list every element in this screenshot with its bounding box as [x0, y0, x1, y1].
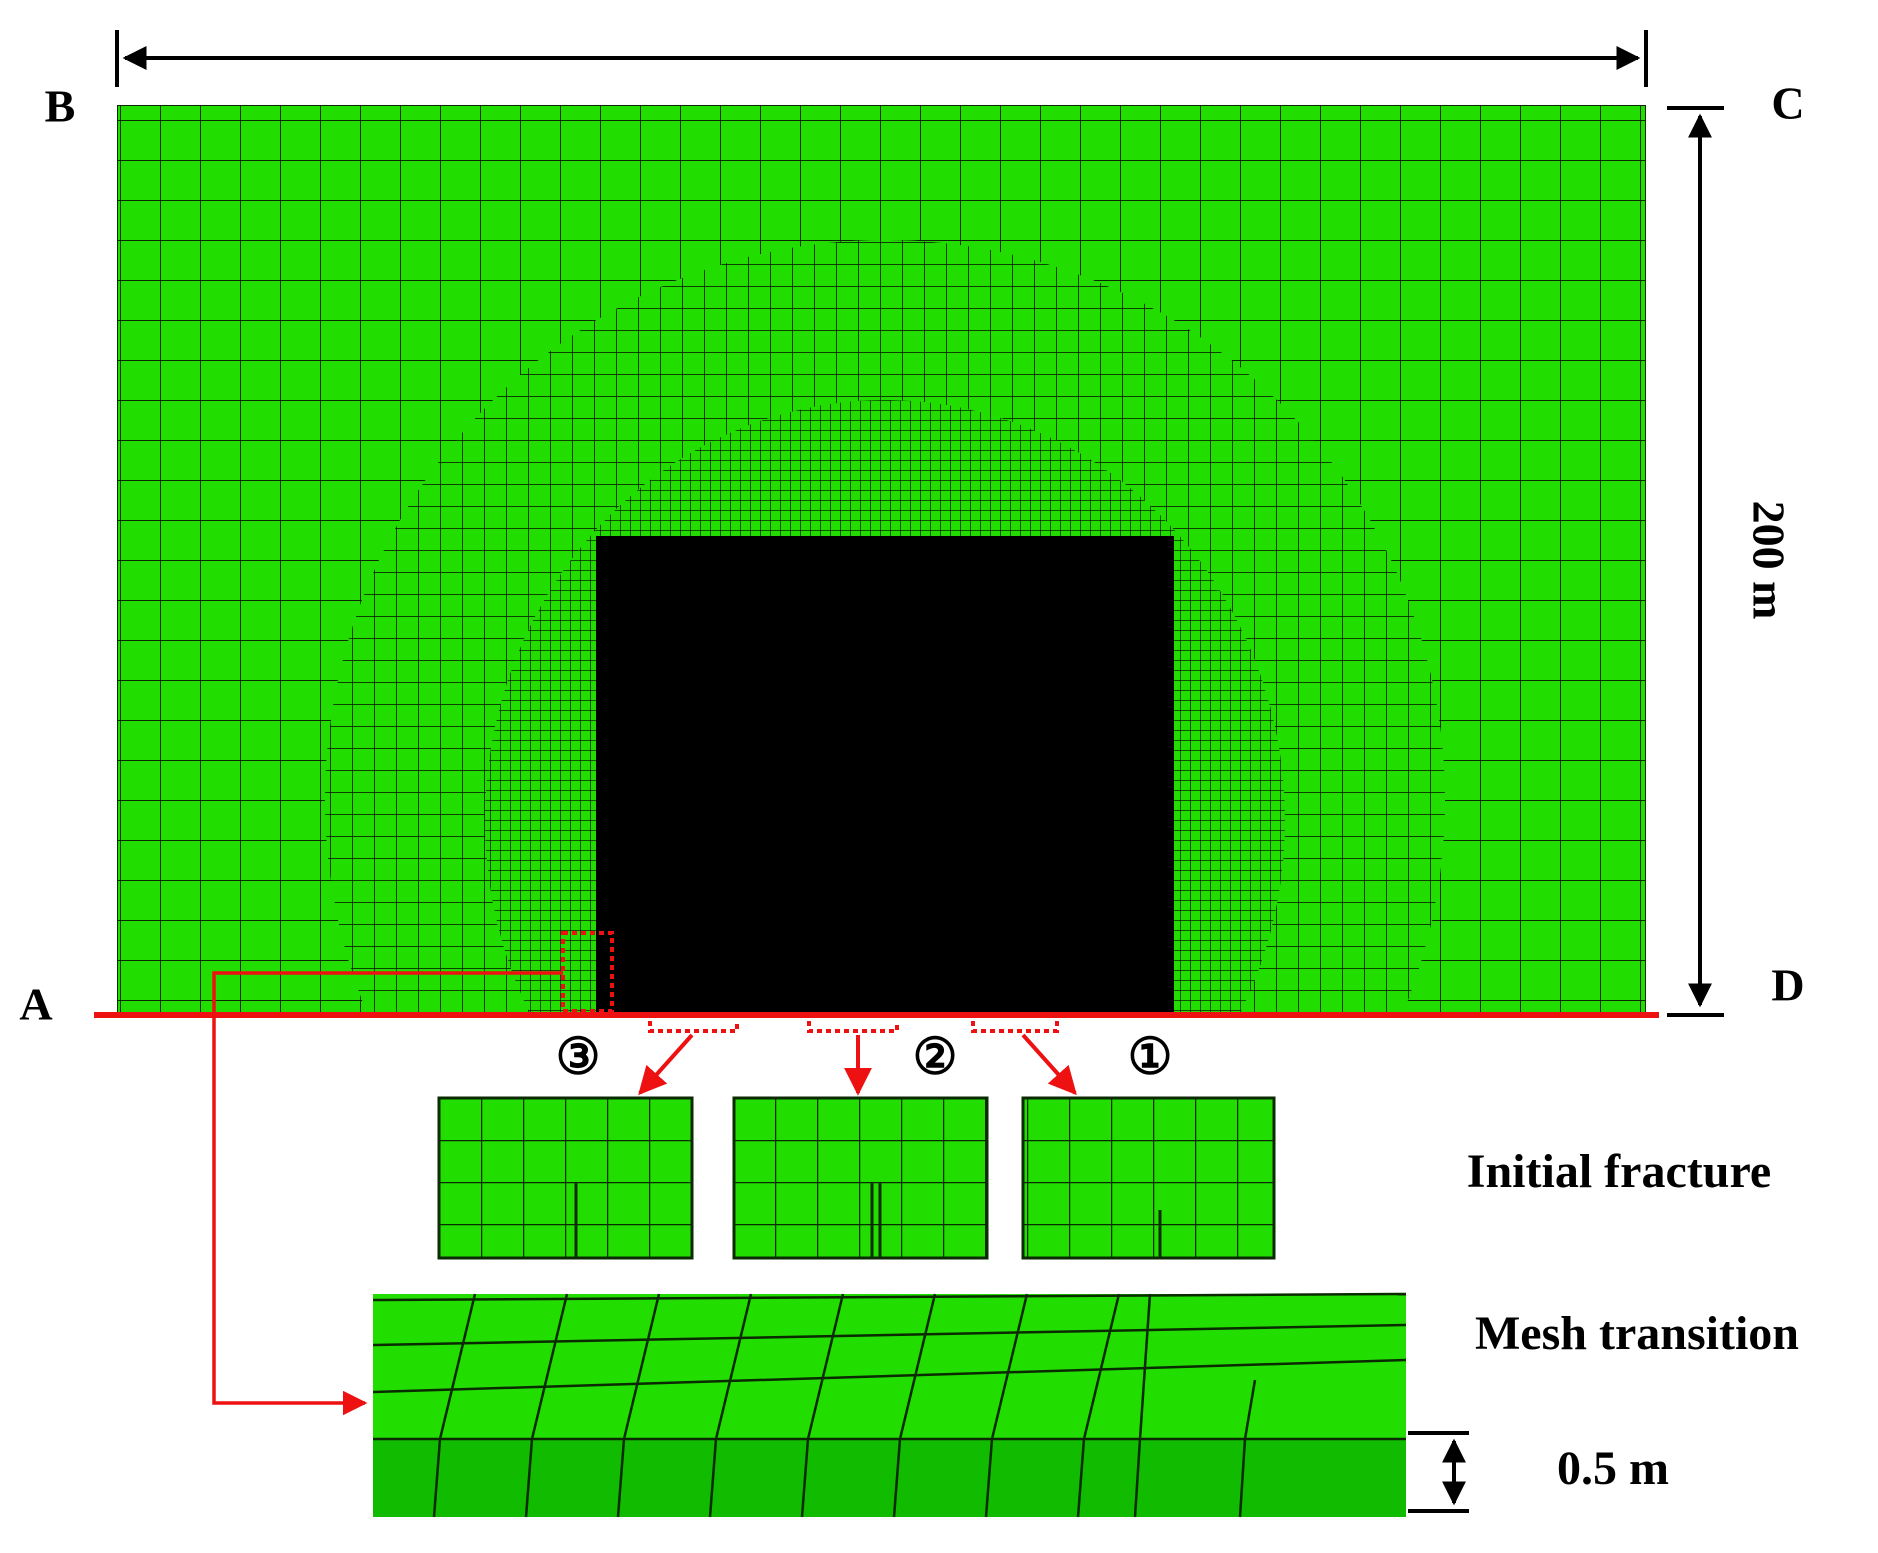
mesh-line — [714, 1293, 753, 1440]
layer-label: 0.5 m — [1557, 1442, 1669, 1495]
mesh-line — [898, 1293, 937, 1440]
height-label: 200 m — [1743, 501, 1794, 620]
mesh-line — [372, 1292, 1407, 1302]
mesh-line — [984, 1438, 994, 1518]
mesh-line — [806, 1293, 845, 1440]
mesh-line — [892, 1438, 902, 1518]
mesh-line — [432, 1438, 442, 1518]
caption: Mesh transition — [1475, 1307, 1799, 1360]
mesh-domain — [117, 105, 1646, 1015]
dimension-lines — [115, 30, 1724, 1513]
corner-label: C — [1771, 78, 1804, 129]
mesh-line — [1243, 1379, 1257, 1440]
mesh-line — [1133, 1438, 1142, 1518]
mesh-line — [1082, 1293, 1121, 1440]
mesh-line — [800, 1438, 810, 1518]
fracture-number: ② — [913, 1028, 958, 1084]
mesh-line — [530, 1293, 569, 1440]
fracture-insets — [437, 1096, 1276, 1260]
mesh-line — [1138, 1293, 1152, 1440]
mesh-line — [524, 1438, 534, 1518]
fracture-number: ① — [1128, 1028, 1173, 1084]
mesh-line — [372, 1323, 1407, 1347]
mesh-line — [990, 1293, 1029, 1440]
mesh-line — [1238, 1438, 1247, 1518]
mesh-transition-inset — [372, 1292, 1407, 1518]
red-annotations — [94, 931, 1659, 1416]
corner-label: B — [45, 81, 76, 132]
fracture-number: ③ — [556, 1028, 601, 1084]
corner-label: D — [1771, 960, 1804, 1011]
mesh-line — [622, 1293, 661, 1440]
mesh-line — [438, 1293, 477, 1440]
mesh-line — [1076, 1438, 1086, 1518]
mesh-line — [708, 1438, 718, 1518]
corner-label: A — [19, 979, 52, 1030]
caption: Initial fracture — [1467, 1145, 1771, 1198]
mesh-line — [616, 1438, 626, 1518]
